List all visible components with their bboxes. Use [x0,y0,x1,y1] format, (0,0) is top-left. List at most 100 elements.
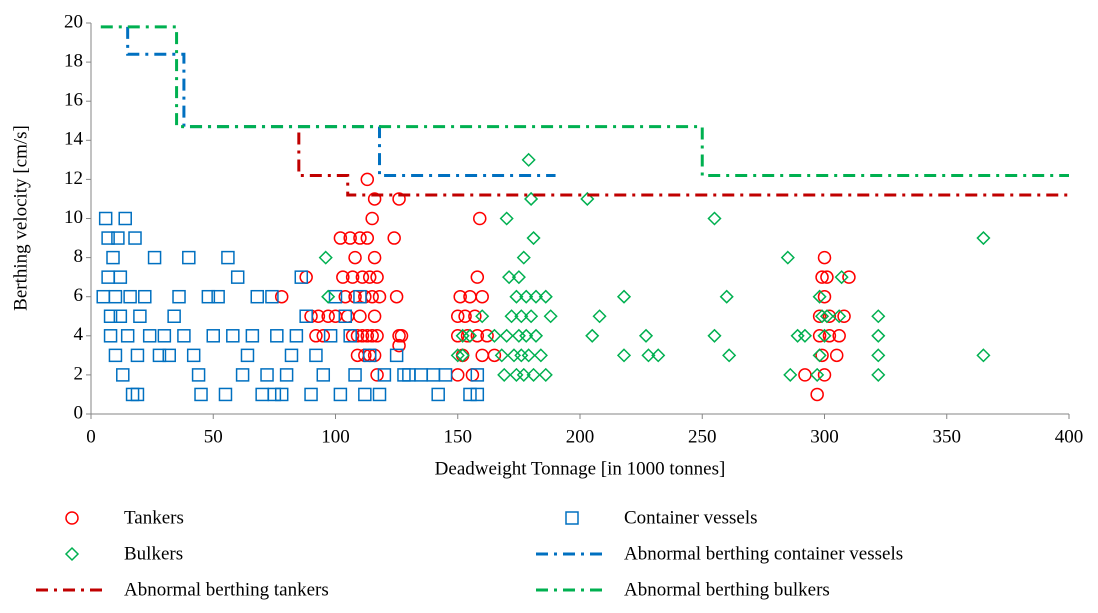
point [345,270,360,284]
point [450,348,465,363]
x-tick-label: 250 [688,426,717,447]
point [451,368,465,382]
point [462,328,478,343]
point [817,289,832,304]
point [638,328,654,343]
point [211,289,225,304]
x-tick-label: 400 [1055,426,1084,447]
point [817,328,832,343]
point [528,289,544,304]
y-tick-label: 16 [64,90,83,111]
point [815,348,829,363]
y-tick-label: 14 [64,129,84,150]
point [304,387,318,402]
y-tick-label: 4 [74,324,84,345]
point [355,270,370,284]
point [616,289,632,304]
point [817,368,832,382]
point [780,250,795,265]
point [487,348,502,363]
point [465,368,480,382]
point [309,329,323,343]
point [130,348,145,363]
point [819,309,835,324]
point [468,309,482,323]
point [402,368,416,382]
point [812,348,827,363]
point [451,309,465,323]
legend-label: Tankers [124,507,184,528]
point [360,329,375,343]
point [438,368,453,382]
point [353,289,367,304]
point [499,328,514,343]
point [722,348,737,363]
point [103,329,118,343]
point [392,338,406,353]
point [240,348,255,363]
point [96,289,110,304]
point [370,270,384,284]
point [130,387,145,402]
point [333,231,348,245]
point [592,309,607,324]
point [487,328,502,343]
point [284,348,299,363]
point [350,348,365,363]
point [299,309,313,323]
point [172,289,186,304]
point [475,309,490,324]
point [106,250,120,265]
point [389,289,404,304]
point [101,231,115,245]
point [533,348,548,363]
point [338,289,353,304]
point [235,368,250,382]
point [538,289,553,304]
point [822,329,837,343]
point [323,329,338,343]
point [108,289,123,304]
point [206,329,220,343]
point [455,348,470,363]
point [103,309,118,323]
point [470,368,485,382]
point [511,270,526,285]
point [255,387,269,402]
y-tick-label: 0 [74,402,84,423]
point [365,211,379,226]
point [338,309,353,323]
point [526,367,541,382]
point [426,368,441,382]
point [837,309,851,323]
x-tick-label: 350 [933,426,962,447]
point [526,230,541,246]
point [113,309,128,323]
point [147,250,162,265]
point [810,367,825,382]
point [358,387,372,402]
point [820,270,834,284]
point [321,289,336,304]
point [336,270,350,284]
y-tick-label: 8 [74,246,84,267]
point [279,368,294,382]
legend-label: Abnormal berthing container vessels [624,543,903,564]
point [832,309,847,324]
point [201,289,216,304]
legend-label: Abnormal berthing tankers [124,579,329,600]
point [321,309,335,323]
point [309,348,323,363]
point [494,348,509,363]
point [360,172,375,187]
point [194,387,208,402]
point [133,309,147,323]
point [367,250,382,265]
legend-label: Abnormal berthing bulkers [624,579,830,600]
point [475,348,489,363]
point [350,329,365,343]
point [497,367,512,382]
point [328,289,343,304]
point [458,309,472,323]
point [274,289,289,304]
